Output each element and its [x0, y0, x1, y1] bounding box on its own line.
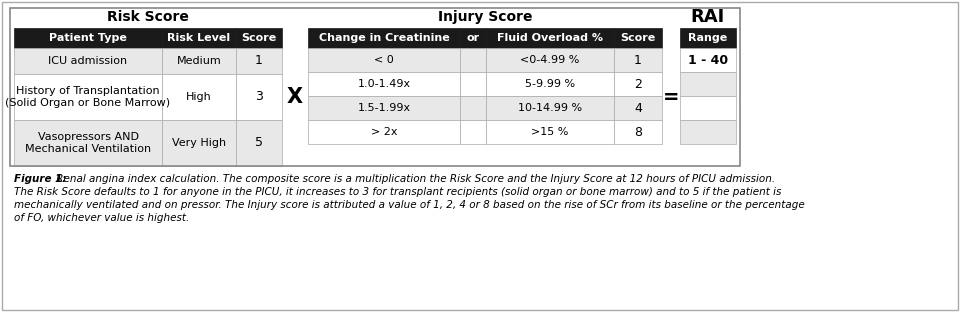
Bar	[308, 72, 460, 96]
Bar	[308, 28, 460, 48]
Text: 2: 2	[634, 77, 642, 90]
Text: Score: Score	[620, 33, 656, 43]
Text: Range: Range	[688, 33, 728, 43]
Bar	[236, 48, 282, 74]
Bar	[614, 72, 662, 96]
Bar	[10, 8, 740, 166]
Bar	[614, 48, 662, 72]
Text: or: or	[467, 33, 480, 43]
Bar	[680, 72, 736, 96]
Text: X: X	[287, 87, 303, 107]
Bar	[162, 48, 236, 74]
Bar	[162, 74, 236, 120]
Text: 1 - 40: 1 - 40	[688, 53, 728, 66]
Text: Risk Score: Risk Score	[108, 10, 189, 24]
Bar	[486, 120, 614, 144]
Text: 1.5-1.99x: 1.5-1.99x	[357, 103, 411, 113]
Text: 5-9.99 %: 5-9.99 %	[525, 79, 575, 89]
Text: 1: 1	[255, 55, 263, 67]
Text: 8: 8	[634, 125, 642, 139]
Bar	[460, 120, 486, 144]
Text: Patient Type: Patient Type	[49, 33, 127, 43]
Text: Figure 1:: Figure 1:	[14, 174, 66, 184]
Bar	[486, 48, 614, 72]
Text: >15 %: >15 %	[531, 127, 568, 137]
Bar	[486, 96, 614, 120]
Bar	[614, 28, 662, 48]
Bar	[236, 74, 282, 120]
Bar	[14, 74, 162, 120]
Bar	[680, 120, 736, 144]
Text: Vasopressors AND
Mechanical Ventilation: Vasopressors AND Mechanical Ventilation	[25, 132, 151, 154]
Text: ICU admission: ICU admission	[48, 56, 128, 66]
Text: High: High	[186, 92, 212, 102]
Bar	[614, 120, 662, 144]
Text: 5: 5	[255, 137, 263, 149]
Bar	[14, 28, 162, 48]
Text: Change in Creatinine: Change in Creatinine	[319, 33, 449, 43]
Text: Very High: Very High	[172, 138, 226, 148]
Bar	[162, 28, 236, 48]
Text: RAI: RAI	[691, 8, 725, 26]
Bar	[162, 120, 236, 166]
Text: Risk Level: Risk Level	[167, 33, 230, 43]
Bar	[308, 48, 460, 72]
Text: Injury Score: Injury Score	[438, 10, 532, 24]
Text: Fluid Overload %: Fluid Overload %	[497, 33, 603, 43]
Text: 3: 3	[255, 90, 263, 104]
Text: The Risk Score defaults to 1 for anyone in the PICU, it increases to 3 for trans: The Risk Score defaults to 1 for anyone …	[14, 187, 781, 197]
Bar	[680, 96, 736, 120]
Text: mechanically ventilated and on pressor. The Injury score is attributed a value o: mechanically ventilated and on pressor. …	[14, 200, 804, 210]
Bar	[486, 72, 614, 96]
Bar	[14, 48, 162, 74]
Bar	[486, 28, 614, 48]
Text: > 2x: > 2x	[371, 127, 397, 137]
Text: Renal angina index calculation. The composite score is a multiplication the Risk: Renal angina index calculation. The comp…	[53, 174, 775, 184]
Text: History of Transplantation
(Solid Organ or Bone Marrow): History of Transplantation (Solid Organ …	[6, 86, 171, 108]
Bar	[460, 96, 486, 120]
Bar	[236, 28, 282, 48]
Text: =: =	[662, 87, 680, 106]
Bar	[460, 72, 486, 96]
Bar	[14, 120, 162, 166]
Text: 4: 4	[634, 101, 642, 115]
Bar	[680, 28, 736, 48]
Text: of FO, whichever value is highest.: of FO, whichever value is highest.	[14, 213, 189, 223]
Text: Medium: Medium	[177, 56, 222, 66]
Bar	[680, 48, 736, 72]
Text: < 0: < 0	[374, 55, 394, 65]
Bar	[308, 120, 460, 144]
Text: 1.0-1.49x: 1.0-1.49x	[357, 79, 411, 89]
Bar	[308, 96, 460, 120]
Bar	[614, 96, 662, 120]
Bar	[460, 48, 486, 72]
Text: 1: 1	[634, 53, 642, 66]
Bar	[236, 120, 282, 166]
Text: <0-4.99 %: <0-4.99 %	[520, 55, 580, 65]
Bar	[460, 28, 486, 48]
Text: Score: Score	[241, 33, 276, 43]
Text: 10-14.99 %: 10-14.99 %	[518, 103, 582, 113]
